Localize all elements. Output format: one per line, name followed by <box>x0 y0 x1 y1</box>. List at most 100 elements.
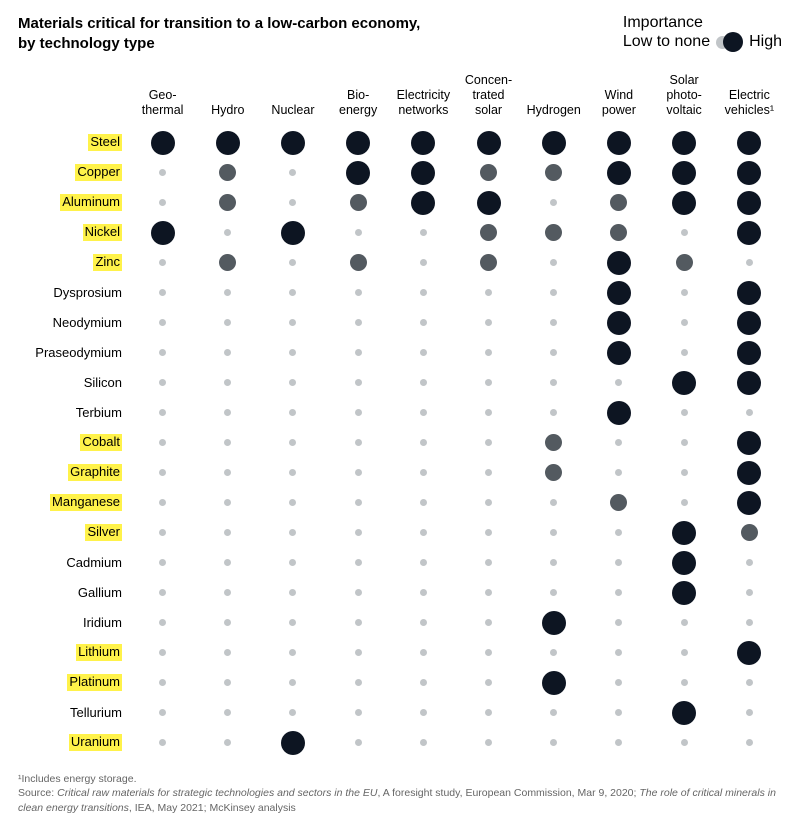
importance-dot <box>355 589 362 596</box>
dot-cell <box>326 638 391 668</box>
dot-cell <box>391 698 456 728</box>
dot-cell <box>260 518 325 548</box>
dot-cell <box>130 578 195 608</box>
dot-cell <box>130 338 195 368</box>
importance-dot <box>289 199 296 206</box>
dot-cell <box>391 218 456 248</box>
dot-cell <box>586 158 651 188</box>
importance-dot <box>224 469 231 476</box>
dot-cell <box>195 698 260 728</box>
importance-dot <box>615 469 622 476</box>
importance-dot <box>545 164 562 181</box>
dot-cell <box>456 188 521 218</box>
row-label: Aluminum <box>18 188 130 218</box>
table-row: Zinc <box>18 248 782 278</box>
importance-dot <box>411 131 435 155</box>
dot-cell <box>391 638 456 668</box>
importance-dot <box>545 224 562 241</box>
dot-cell <box>717 668 782 698</box>
importance-dot <box>216 131 240 155</box>
dot-cell <box>652 488 717 518</box>
dot-cell <box>586 218 651 248</box>
dot-cell <box>521 728 586 758</box>
importance-dot <box>550 349 557 356</box>
importance-dot <box>420 619 427 626</box>
dot-cell <box>652 668 717 698</box>
chart-title: Materials critical for transition to a l… <box>18 14 438 55</box>
importance-dot <box>224 559 231 566</box>
importance-dot <box>485 349 492 356</box>
importance-dot <box>615 739 622 746</box>
column-header: Electricitynetworks <box>391 73 456 128</box>
importance-dot <box>289 469 296 476</box>
dot-cell <box>195 248 260 278</box>
dot-cell <box>391 338 456 368</box>
dot-cell <box>195 278 260 308</box>
dot-cell <box>260 188 325 218</box>
table-row: Cobalt <box>18 428 782 458</box>
importance-dot <box>289 169 296 176</box>
dot-cell <box>717 458 782 488</box>
dot-cell <box>130 308 195 338</box>
dot-cell <box>260 398 325 428</box>
dot-cell <box>326 398 391 428</box>
importance-dot <box>746 619 753 626</box>
dot-cell <box>326 218 391 248</box>
dot-cell <box>195 518 260 548</box>
legend-high-dot <box>723 32 743 52</box>
importance-dot <box>151 221 175 245</box>
dot-cell <box>260 608 325 638</box>
importance-dot <box>159 289 166 296</box>
dot-cell <box>326 698 391 728</box>
importance-dot <box>681 619 688 626</box>
dot-cell <box>260 548 325 578</box>
dot-cell <box>260 248 325 278</box>
importance-dot <box>355 709 362 716</box>
table-row: Nickel <box>18 218 782 248</box>
importance-dot <box>420 709 427 716</box>
dot-cell <box>456 698 521 728</box>
importance-dot <box>289 349 296 356</box>
legend-low-label: Low to none <box>623 33 710 51</box>
dot-cell <box>521 338 586 368</box>
table-row: Praseodymium <box>18 338 782 368</box>
importance-dot <box>224 739 231 746</box>
dot-cell <box>260 338 325 368</box>
row-label: Silver <box>18 518 130 548</box>
importance-dot <box>355 409 362 416</box>
importance-dot <box>346 161 370 185</box>
importance-dot <box>615 529 622 536</box>
importance-dot <box>542 131 566 155</box>
importance-dot <box>159 529 166 536</box>
dot-cell <box>130 698 195 728</box>
dot-cell <box>586 188 651 218</box>
dot-cell <box>652 518 717 548</box>
importance-dot <box>289 409 296 416</box>
importance-dot <box>485 619 492 626</box>
importance-dot <box>746 589 753 596</box>
table-row: Neodymium <box>18 308 782 338</box>
dot-cell <box>521 218 586 248</box>
importance-dot <box>355 559 362 566</box>
dot-cell <box>456 668 521 698</box>
source-1-italic: Critical raw materials for strategic tec… <box>57 787 377 799</box>
dot-cell <box>391 668 456 698</box>
dot-cell <box>717 728 782 758</box>
table-row: Lithium <box>18 638 782 668</box>
dot-cell <box>130 548 195 578</box>
dot-cell <box>130 608 195 638</box>
importance-dot <box>151 131 175 155</box>
dot-cell <box>195 368 260 398</box>
table-row: Steel <box>18 128 782 158</box>
importance-dot <box>420 649 427 656</box>
dot-cell <box>260 158 325 188</box>
dot-cell <box>521 698 586 728</box>
dot-cell <box>652 368 717 398</box>
dot-cell <box>260 368 325 398</box>
importance-dot <box>289 619 296 626</box>
dot-cell <box>260 128 325 158</box>
table-row: Manganese <box>18 488 782 518</box>
importance-dot <box>607 131 631 155</box>
row-label: Manganese <box>18 488 130 518</box>
dot-cell <box>195 458 260 488</box>
